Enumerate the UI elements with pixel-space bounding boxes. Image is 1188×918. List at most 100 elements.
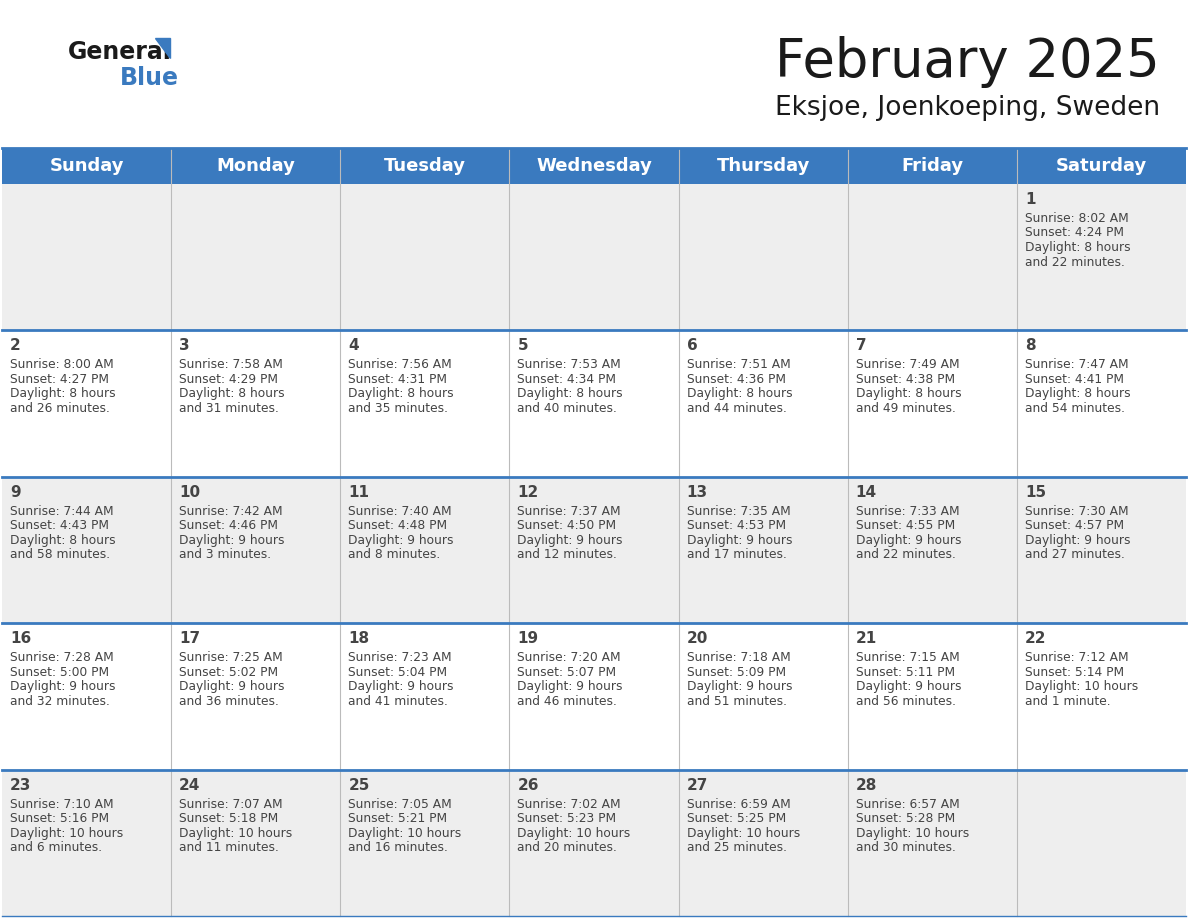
Text: and 25 minutes.: and 25 minutes. <box>687 841 786 854</box>
Bar <box>2 184 1186 330</box>
Text: 28: 28 <box>855 778 877 792</box>
Text: 25: 25 <box>348 778 369 792</box>
Text: Sunrise: 7:58 AM: Sunrise: 7:58 AM <box>179 358 283 372</box>
Text: Sunset: 4:43 PM: Sunset: 4:43 PM <box>10 520 109 532</box>
Text: Sunrise: 8:00 AM: Sunrise: 8:00 AM <box>10 358 114 372</box>
Text: 22: 22 <box>1025 632 1047 646</box>
Text: 21: 21 <box>855 632 877 646</box>
Text: and 56 minutes.: and 56 minutes. <box>855 695 955 708</box>
Text: and 51 minutes.: and 51 minutes. <box>687 695 786 708</box>
Text: Daylight: 10 hours: Daylight: 10 hours <box>10 826 124 840</box>
Text: Sunset: 5:16 PM: Sunset: 5:16 PM <box>10 812 109 825</box>
Text: Daylight: 8 hours: Daylight: 8 hours <box>855 387 961 400</box>
Text: and 30 minutes.: and 30 minutes. <box>855 841 955 854</box>
Text: Daylight: 10 hours: Daylight: 10 hours <box>518 826 631 840</box>
Text: Wednesday: Wednesday <box>536 157 652 175</box>
Text: Sunrise: 7:49 AM: Sunrise: 7:49 AM <box>855 358 960 372</box>
Text: Sunset: 4:36 PM: Sunset: 4:36 PM <box>687 373 785 386</box>
Text: Tuesday: Tuesday <box>384 157 466 175</box>
Text: Sunset: 5:02 PM: Sunset: 5:02 PM <box>179 666 278 678</box>
Text: Daylight: 9 hours: Daylight: 9 hours <box>855 680 961 693</box>
Text: and 26 minutes.: and 26 minutes. <box>10 402 109 415</box>
Bar <box>2 476 1186 623</box>
Text: Sunrise: 7:40 AM: Sunrise: 7:40 AM <box>348 505 451 518</box>
Text: Sunrise: 7:51 AM: Sunrise: 7:51 AM <box>687 358 790 372</box>
Text: Sunset: 5:14 PM: Sunset: 5:14 PM <box>1025 666 1124 678</box>
Text: Daylight: 8 hours: Daylight: 8 hours <box>10 533 115 547</box>
Text: 16: 16 <box>10 632 31 646</box>
Text: Daylight: 9 hours: Daylight: 9 hours <box>348 680 454 693</box>
Text: 3: 3 <box>179 339 190 353</box>
Text: Sunrise: 7:35 AM: Sunrise: 7:35 AM <box>687 505 790 518</box>
Text: Daylight: 10 hours: Daylight: 10 hours <box>855 826 969 840</box>
Text: Daylight: 10 hours: Daylight: 10 hours <box>348 826 461 840</box>
Text: Sunset: 5:28 PM: Sunset: 5:28 PM <box>855 812 955 825</box>
Text: Sunset: 5:25 PM: Sunset: 5:25 PM <box>687 812 785 825</box>
Text: and 16 minutes.: and 16 minutes. <box>348 841 448 854</box>
Text: Daylight: 9 hours: Daylight: 9 hours <box>10 680 115 693</box>
Text: and 41 minutes.: and 41 minutes. <box>348 695 448 708</box>
Text: Daylight: 8 hours: Daylight: 8 hours <box>10 387 115 400</box>
Text: Sunrise: 7:56 AM: Sunrise: 7:56 AM <box>348 358 453 372</box>
Text: Daylight: 9 hours: Daylight: 9 hours <box>518 680 623 693</box>
Text: and 22 minutes.: and 22 minutes. <box>1025 255 1125 268</box>
Text: Daylight: 8 hours: Daylight: 8 hours <box>348 387 454 400</box>
Text: and 1 minute.: and 1 minute. <box>1025 695 1111 708</box>
Text: 1: 1 <box>1025 192 1036 207</box>
Text: Sunrise: 7:33 AM: Sunrise: 7:33 AM <box>855 505 960 518</box>
Text: Sunset: 5:18 PM: Sunset: 5:18 PM <box>179 812 278 825</box>
Text: and 3 minutes.: and 3 minutes. <box>179 548 271 561</box>
Polygon shape <box>154 38 170 58</box>
Text: Daylight: 9 hours: Daylight: 9 hours <box>348 533 454 547</box>
Text: 18: 18 <box>348 632 369 646</box>
Text: Sunrise: 7:20 AM: Sunrise: 7:20 AM <box>518 651 621 665</box>
Bar <box>2 623 1186 769</box>
Text: Daylight: 9 hours: Daylight: 9 hours <box>687 533 792 547</box>
Text: Daylight: 9 hours: Daylight: 9 hours <box>855 533 961 547</box>
Text: Daylight: 8 hours: Daylight: 8 hours <box>1025 387 1131 400</box>
Text: 27: 27 <box>687 778 708 792</box>
Text: Sunset: 5:04 PM: Sunset: 5:04 PM <box>348 666 448 678</box>
Text: and 40 minutes.: and 40 minutes. <box>518 402 618 415</box>
Text: February 2025: February 2025 <box>776 36 1159 88</box>
Text: 23: 23 <box>10 778 31 792</box>
Text: 20: 20 <box>687 632 708 646</box>
Text: Sunrise: 6:57 AM: Sunrise: 6:57 AM <box>855 798 960 811</box>
Text: Sunset: 4:38 PM: Sunset: 4:38 PM <box>855 373 955 386</box>
Text: 12: 12 <box>518 485 538 499</box>
Text: Sunset: 5:09 PM: Sunset: 5:09 PM <box>687 666 785 678</box>
Text: Sunset: 5:11 PM: Sunset: 5:11 PM <box>855 666 955 678</box>
Text: Sunrise: 7:47 AM: Sunrise: 7:47 AM <box>1025 358 1129 372</box>
Text: Sunrise: 7:28 AM: Sunrise: 7:28 AM <box>10 651 114 665</box>
Text: and 17 minutes.: and 17 minutes. <box>687 548 786 561</box>
Text: and 49 minutes.: and 49 minutes. <box>855 402 955 415</box>
Text: Sunday: Sunday <box>50 157 124 175</box>
Text: Daylight: 9 hours: Daylight: 9 hours <box>179 533 285 547</box>
Text: Sunset: 5:00 PM: Sunset: 5:00 PM <box>10 666 109 678</box>
Text: Sunset: 4:34 PM: Sunset: 4:34 PM <box>518 373 617 386</box>
Text: Sunrise: 7:18 AM: Sunrise: 7:18 AM <box>687 651 790 665</box>
Text: and 46 minutes.: and 46 minutes. <box>518 695 618 708</box>
Text: Daylight: 10 hours: Daylight: 10 hours <box>1025 680 1138 693</box>
Text: 15: 15 <box>1025 485 1045 499</box>
Text: and 36 minutes.: and 36 minutes. <box>179 695 279 708</box>
Text: 5: 5 <box>518 339 527 353</box>
Text: Sunset: 4:50 PM: Sunset: 4:50 PM <box>518 520 617 532</box>
Text: Sunset: 4:55 PM: Sunset: 4:55 PM <box>855 520 955 532</box>
Text: Sunrise: 7:37 AM: Sunrise: 7:37 AM <box>518 505 621 518</box>
Bar <box>2 148 1186 184</box>
Text: 6: 6 <box>687 339 697 353</box>
Text: Daylight: 9 hours: Daylight: 9 hours <box>687 680 792 693</box>
Text: Daylight: 9 hours: Daylight: 9 hours <box>1025 533 1130 547</box>
Text: Sunset: 4:27 PM: Sunset: 4:27 PM <box>10 373 109 386</box>
Text: Sunset: 4:29 PM: Sunset: 4:29 PM <box>179 373 278 386</box>
Text: Sunrise: 7:44 AM: Sunrise: 7:44 AM <box>10 505 114 518</box>
Text: Sunset: 4:57 PM: Sunset: 4:57 PM <box>1025 520 1124 532</box>
Text: 24: 24 <box>179 778 201 792</box>
Text: and 22 minutes.: and 22 minutes. <box>855 548 955 561</box>
Text: and 12 minutes.: and 12 minutes. <box>518 548 618 561</box>
Text: Daylight: 8 hours: Daylight: 8 hours <box>1025 241 1131 254</box>
Text: 4: 4 <box>348 339 359 353</box>
Text: Thursday: Thursday <box>716 157 810 175</box>
Text: Daylight: 8 hours: Daylight: 8 hours <box>179 387 285 400</box>
